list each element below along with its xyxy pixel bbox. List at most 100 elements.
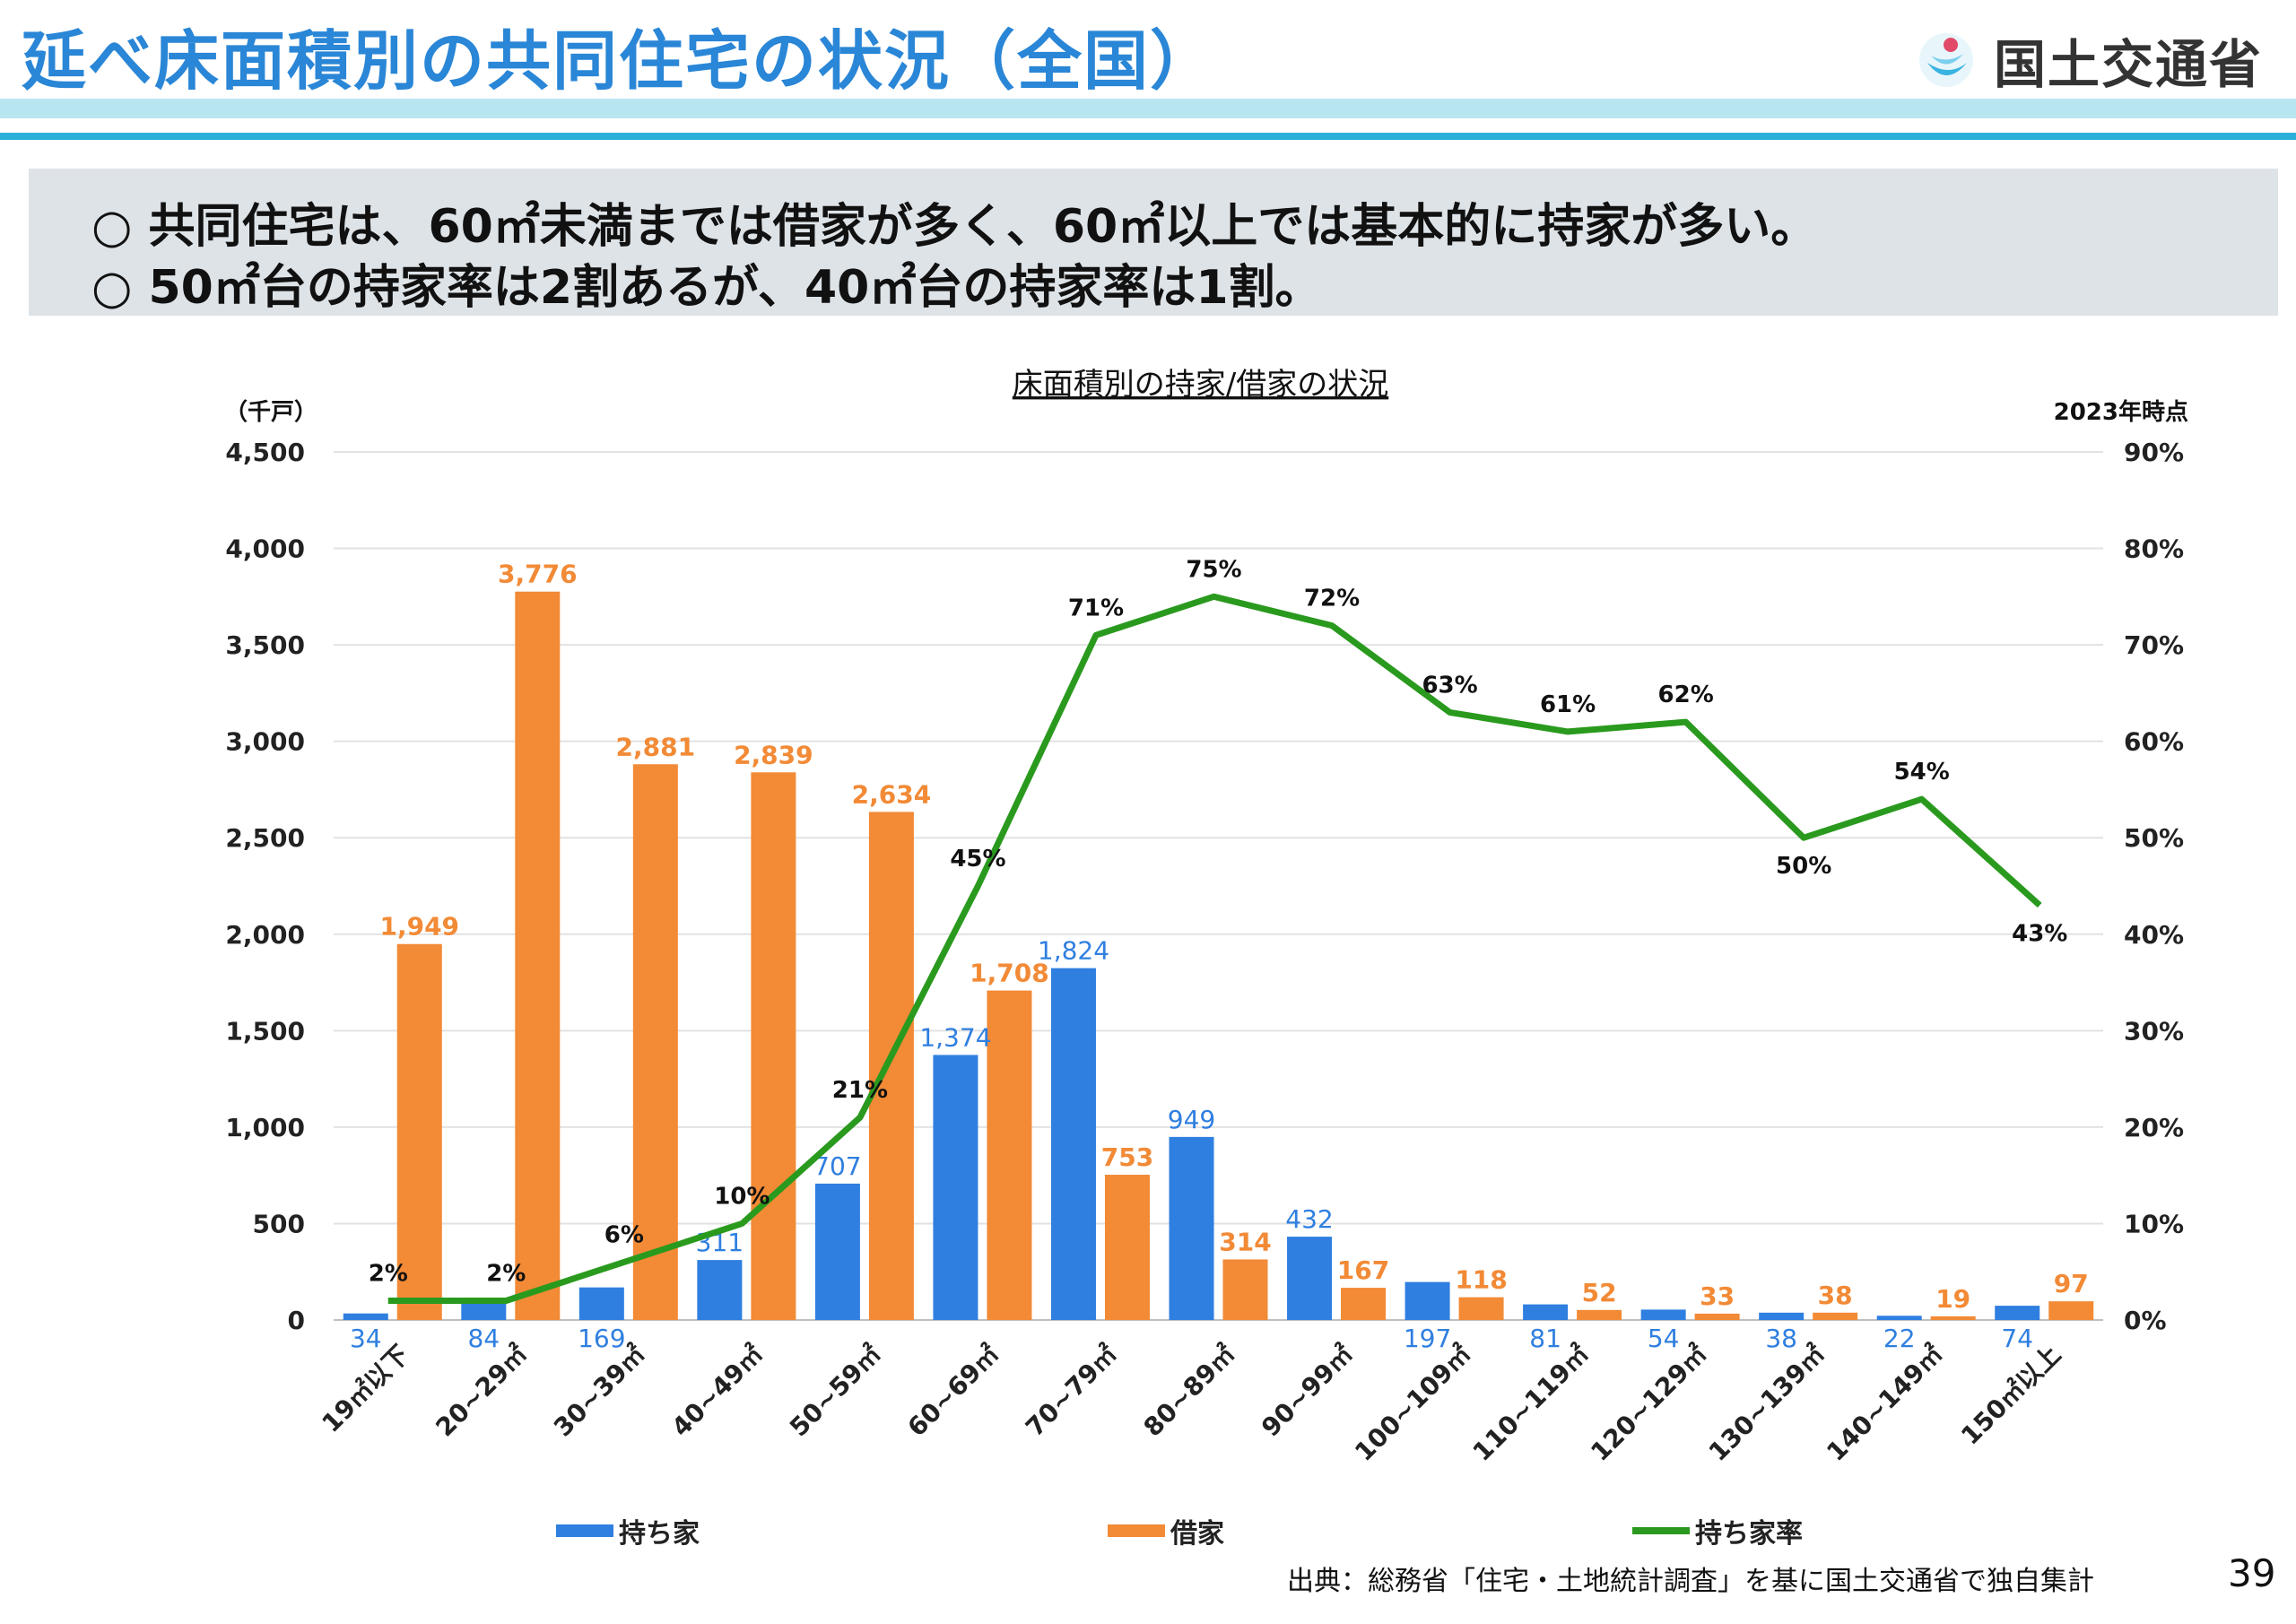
legend-label-rented: 借家 — [1170, 1518, 1224, 1550]
bar-owned — [1640, 1309, 1686, 1320]
data-label-owned: 22 — [1883, 1324, 1916, 1353]
data-label-rate: 50% — [1776, 853, 1831, 880]
legend-label-rate: 持ち家率 — [1695, 1518, 1803, 1550]
bar-rented — [1694, 1313, 1740, 1320]
bar-rented — [868, 812, 914, 1320]
bar-owned — [343, 1313, 388, 1320]
data-label-owned: 432 — [1285, 1204, 1333, 1234]
bar-owned — [697, 1260, 743, 1320]
summary-line-2: ○ 50㎡台の持家率は2割あるが、40㎡台の持家率は1割。 — [91, 261, 1322, 315]
bar-rented — [1458, 1297, 1504, 1320]
data-label-rate: 71% — [1068, 595, 1124, 621]
floor-area-chart: 床面積別の持家/借家の状況 2023年時点 （千戸） 0 500 1,000 1,500 2,… — [224, 367, 2188, 1467]
data-label-rate: 54% — [1894, 759, 1950, 786]
x-tick-label: 30~39㎡ — [548, 1340, 651, 1443]
x-tick-label: 120~129㎡ — [1585, 1340, 1712, 1467]
bar-rented — [515, 591, 561, 1320]
x-tick-label: 100~109㎡ — [1349, 1340, 1476, 1467]
y2-tick-label: 80% — [2124, 534, 2184, 564]
bar-owned — [814, 1183, 860, 1320]
data-label-owned: 949 — [1168, 1105, 1215, 1134]
legend-item-rate: 持ち家率 — [1632, 1511, 1803, 1550]
bar-rented — [2048, 1301, 2094, 1320]
y-tick-label: 4,000 — [225, 534, 305, 564]
bar-rented — [1222, 1259, 1268, 1320]
x-tick-label: 140~149㎡ — [1821, 1340, 1948, 1467]
source-note: 出典：総務省「住宅・土地統計調査」を基に国土交通省で独自集計 — [1287, 1566, 2094, 1597]
y2-tick-label: 50% — [2124, 823, 2184, 853]
y2-tick-label: 30% — [2124, 1016, 2184, 1046]
data-label-owned: 74 — [2001, 1324, 2033, 1353]
data-label-rented: 2,839 — [734, 740, 813, 769]
data-label-owned: 1,824 — [1038, 936, 1109, 966]
x-tick-label: 60~69㎡ — [902, 1340, 1005, 1443]
data-label-rented: 33 — [1700, 1281, 1735, 1311]
x-tick-label: 150㎡以上 — [1955, 1340, 2066, 1451]
y-axis-unit: （千戸） — [224, 399, 317, 426]
y-tick-label: 1,000 — [225, 1113, 305, 1142]
bar-rented — [1104, 1175, 1150, 1320]
bar-owned — [1287, 1237, 1333, 1320]
page-title: 延べ床面積別の共同住宅の状況（全国） — [22, 23, 1217, 99]
data-label-rented: 52 — [1582, 1278, 1617, 1307]
x-tick-label: 110~119㎡ — [1467, 1340, 1595, 1467]
data-label-owned: 707 — [813, 1151, 861, 1181]
x-tick-label: 80~89㎡ — [1138, 1340, 1241, 1443]
legend-label-owned: 持ち家 — [619, 1518, 700, 1550]
bar-rented — [1577, 1309, 1622, 1320]
bar-rented — [396, 943, 442, 1320]
y2-tick-label: 40% — [2124, 920, 2184, 950]
y-tick-label: 2,500 — [225, 823, 305, 853]
bar-owned — [1995, 1306, 2040, 1320]
bar-rented — [1813, 1312, 1858, 1320]
y-tick-label: 1,500 — [225, 1016, 305, 1046]
data-label-rented: 38 — [1818, 1281, 1853, 1310]
data-label-owned: 38 — [1765, 1324, 1797, 1353]
bar-owned — [1523, 1304, 1569, 1320]
y2-tick-label: 70% — [2124, 630, 2184, 660]
y-tick-label: 2,000 — [225, 920, 305, 950]
data-label-owned: 34 — [350, 1324, 382, 1353]
data-label-rate: 43% — [2012, 921, 2067, 948]
page-number: 39 — [2228, 1551, 2276, 1595]
chart-title: 床面積別の持家/借家の状況 — [1013, 367, 1388, 403]
bar-owned — [933, 1055, 978, 1320]
legend-item-rented: 借家 — [1108, 1511, 1224, 1550]
data-label-rented: 97 — [2054, 1269, 2089, 1298]
bar-rented — [987, 990, 1032, 1320]
bar-owned — [461, 1303, 507, 1320]
bar-rented — [1341, 1288, 1387, 1320]
title-underline-band — [0, 99, 2296, 118]
x-tick-label: 130~139㎡ — [1703, 1340, 1831, 1467]
legend-item-owned: 持ち家 — [556, 1511, 700, 1550]
data-label-owned: 54 — [1648, 1324, 1680, 1353]
data-label-rate: 62% — [1658, 682, 1714, 708]
chart-note: 2023年時点 — [2054, 398, 2188, 426]
data-label-rate: 61% — [1540, 691, 1596, 718]
y2-tick-label: 20% — [2124, 1113, 2184, 1142]
data-label-rate: 21% — [832, 1077, 888, 1104]
data-label-owned: 1,374 — [919, 1022, 991, 1052]
data-label-rented: 19 — [1935, 1284, 1970, 1314]
bar-owned — [1876, 1316, 1922, 1320]
data-label-owned: 169 — [578, 1324, 625, 1353]
data-label-rate: 75% — [1186, 556, 1241, 583]
data-label-rented: 314 — [1219, 1227, 1271, 1256]
y-tick-label: 4,500 — [225, 438, 305, 467]
bar-owned — [1050, 968, 1096, 1320]
bar-rented — [632, 764, 678, 1320]
data-label-rented: 2,634 — [852, 779, 932, 809]
data-label-owned: 81 — [1529, 1324, 1561, 1353]
data-label-rate: 72% — [1304, 586, 1360, 612]
data-label-rented: 2,881 — [616, 732, 696, 761]
data-label-rate: 63% — [1422, 672, 1477, 699]
x-tick-label: 19㎡以下 — [316, 1340, 414, 1438]
data-label-rented: 753 — [1101, 1142, 1153, 1172]
data-label-rate: 2% — [486, 1260, 526, 1287]
x-tick-label: 90~99㎡ — [1256, 1340, 1359, 1443]
legend-swatch-rented — [1108, 1524, 1165, 1537]
bar-owned — [1169, 1136, 1214, 1320]
y-tick-label: 500 — [253, 1209, 305, 1238]
y2-tick-label: 10% — [2124, 1209, 2184, 1238]
bar-owned — [1759, 1312, 1805, 1320]
